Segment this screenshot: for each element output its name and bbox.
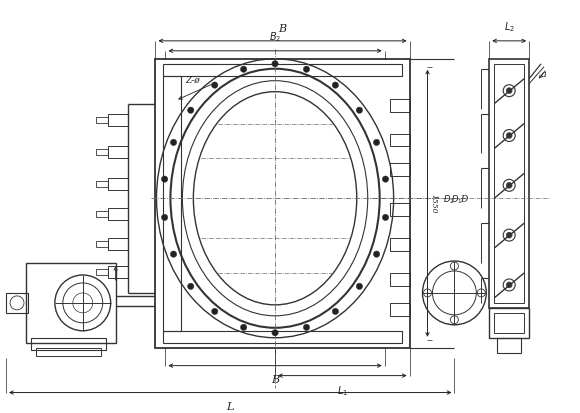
Bar (390, 204, 409, 217)
Circle shape (506, 133, 512, 139)
Bar (96, 182, 108, 188)
Bar (390, 100, 409, 112)
Bar (164, 76, 182, 331)
Bar (6, 293, 28, 313)
Circle shape (303, 324, 310, 331)
Bar (96, 117, 108, 123)
Bar (390, 239, 409, 252)
Circle shape (506, 282, 512, 288)
Bar (96, 150, 108, 156)
Text: $B_2$: $B_2$ (269, 30, 281, 44)
Bar (390, 164, 409, 177)
Bar (36, 348, 101, 356)
Circle shape (506, 88, 512, 95)
Circle shape (382, 176, 389, 183)
Bar (96, 242, 108, 247)
Bar (390, 273, 409, 286)
Text: B: B (271, 374, 279, 384)
Circle shape (171, 252, 177, 258)
Circle shape (272, 330, 278, 336)
Circle shape (332, 83, 339, 89)
Bar (164, 331, 401, 343)
Circle shape (356, 108, 362, 114)
Circle shape (382, 215, 389, 221)
Bar (31, 338, 106, 350)
Circle shape (171, 140, 177, 146)
Bar (108, 114, 128, 126)
Text: Z-ø: Z-ø (186, 75, 200, 84)
Text: 1550: 1550 (429, 194, 437, 214)
Circle shape (356, 283, 362, 290)
Bar (108, 147, 128, 159)
Bar (108, 239, 128, 250)
Bar (390, 134, 409, 147)
Bar (494, 313, 524, 333)
Text: B: B (278, 24, 287, 34)
Text: D: D (461, 194, 467, 203)
Text: $D_1$: $D_1$ (451, 192, 463, 205)
Circle shape (506, 233, 512, 239)
Bar (96, 212, 108, 218)
Bar (155, 59, 409, 348)
Circle shape (374, 140, 380, 146)
Bar (494, 64, 524, 303)
Circle shape (212, 83, 218, 89)
Circle shape (272, 62, 278, 68)
Circle shape (212, 309, 218, 315)
Bar (497, 338, 521, 353)
Bar (108, 179, 128, 191)
Text: a: a (541, 70, 547, 79)
Bar (490, 59, 529, 308)
Circle shape (332, 309, 339, 315)
Circle shape (241, 324, 247, 331)
Circle shape (187, 108, 194, 114)
Text: $D_2$: $D_2$ (444, 192, 455, 205)
Circle shape (161, 176, 168, 183)
Circle shape (187, 283, 194, 290)
Circle shape (161, 215, 168, 221)
Bar (390, 303, 409, 316)
Bar (164, 64, 401, 76)
Text: L: L (227, 401, 234, 411)
Text: $L_2$: $L_2$ (503, 20, 514, 34)
Circle shape (374, 252, 380, 258)
Bar (108, 266, 128, 278)
Bar (26, 263, 115, 343)
Circle shape (303, 67, 310, 73)
Circle shape (241, 67, 247, 73)
Bar (490, 308, 529, 338)
Circle shape (506, 183, 512, 189)
Text: $L_1$: $L_1$ (337, 384, 348, 397)
Bar (108, 209, 128, 221)
Bar (96, 269, 108, 275)
